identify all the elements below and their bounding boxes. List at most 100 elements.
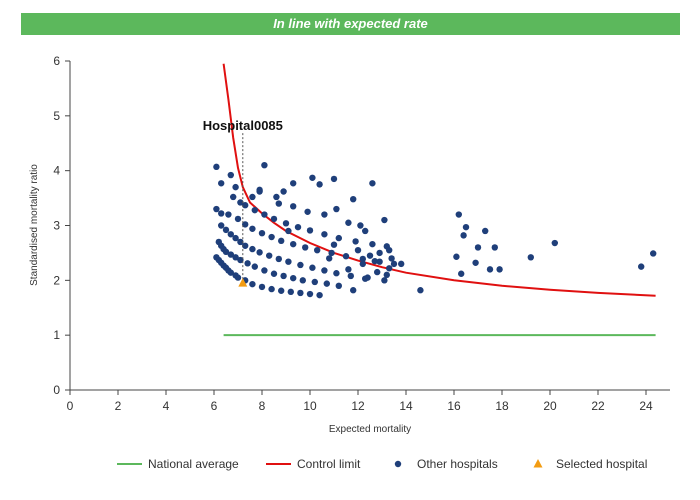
other-hospital-point — [230, 193, 237, 201]
other-hospital-point — [302, 244, 309, 251]
other-hospital-point — [237, 238, 244, 246]
other-hospital-point — [650, 250, 657, 257]
other-hospital-point — [386, 246, 393, 254]
other-hospital-point — [453, 253, 460, 260]
legend-swatch-selected-hospital — [533, 459, 543, 468]
other-hospital-point — [218, 222, 225, 229]
other-hospital-point — [290, 240, 297, 248]
other-hospital-point — [527, 254, 534, 261]
other-hospital-point — [222, 226, 230, 234]
other-hospital-point — [299, 277, 306, 284]
other-hospital-point — [280, 188, 287, 195]
other-hospital-point — [270, 215, 278, 223]
other-hospital-point — [386, 265, 393, 272]
other-hospital-point — [333, 205, 340, 213]
other-hospital-point — [227, 171, 234, 179]
other-hospital-point — [258, 229, 266, 237]
other-hospital-point — [369, 180, 376, 187]
x-tick-label: 12 — [351, 399, 365, 413]
other-hospital-point — [496, 266, 503, 273]
other-hospital-point — [232, 254, 239, 261]
other-hospital-point — [273, 193, 280, 201]
other-hospital-point — [251, 206, 258, 214]
y-tick-label: 0 — [53, 383, 60, 397]
other-hospital-point — [455, 211, 462, 218]
other-hospital-point — [251, 263, 258, 270]
other-hospital-point — [242, 242, 249, 249]
other-hospital-point — [321, 211, 328, 218]
other-hospital-point — [213, 163, 220, 171]
other-hospital-point — [383, 271, 390, 279]
other-hospital-point — [486, 266, 494, 273]
other-hospital-point — [294, 223, 302, 231]
other-hospital-point — [311, 278, 318, 286]
other-hospital-point — [287, 288, 294, 296]
other-hospital-point — [330, 241, 338, 248]
x-tick-label: 20 — [543, 399, 557, 413]
other-hospital-point — [352, 238, 359, 245]
other-hospital-point — [227, 269, 234, 276]
other-hospital-point — [249, 245, 256, 253]
x-tick-label: 16 — [447, 399, 461, 413]
other-hospital-point — [345, 219, 352, 226]
control-limit-line — [222, 63, 656, 297]
other-hospital-point — [330, 175, 338, 183]
other-hospital-point — [242, 221, 249, 228]
other-hospital-point — [371, 257, 378, 265]
other-hospital-point — [347, 272, 354, 280]
other-hospital-point — [261, 267, 268, 274]
other-hospital-point — [275, 200, 282, 207]
other-hospital-point — [306, 227, 314, 234]
other-hospital-point — [482, 227, 489, 235]
other-hospital-point — [249, 280, 256, 288]
status-banner: In line with expected rate — [21, 13, 680, 35]
other-hospital-point — [297, 261, 304, 269]
other-hospital-point — [474, 244, 482, 251]
other-hospital-point — [354, 246, 362, 254]
other-hospital-point — [314, 246, 321, 254]
other-hospital-point — [374, 268, 381, 276]
other-hospital-point — [258, 283, 266, 291]
other-hospital-point — [350, 287, 357, 294]
other-hospital-point — [309, 264, 316, 271]
other-hospital-point — [278, 287, 285, 294]
x-tick-label: 8 — [259, 399, 266, 413]
other-hospital-point — [270, 270, 278, 277]
other-hospital-point — [280, 272, 287, 280]
selected-hospital-label: Hospital0085 — [203, 118, 283, 133]
other-hospital-point — [222, 248, 230, 256]
other-hospital-point — [342, 253, 350, 260]
y-tick-label: 2 — [53, 273, 60, 287]
other-hospital-point — [225, 211, 232, 218]
other-hospital-point — [350, 195, 357, 203]
other-hospital-point — [268, 233, 275, 241]
y-tick-label: 5 — [53, 109, 60, 123]
other-hospital-point — [472, 259, 479, 266]
other-hospital-point — [491, 244, 498, 251]
x-tick-label: 2 — [115, 399, 122, 413]
other-hospital-point — [460, 232, 467, 239]
other-hospital-point — [417, 287, 424, 294]
other-hospital-point — [309, 174, 316, 181]
x-tick-label: 10 — [303, 399, 317, 413]
other-hospital-point — [256, 188, 263, 195]
other-hospital-point — [213, 205, 220, 213]
other-hospital-point — [290, 274, 297, 282]
other-hospital-point — [398, 260, 405, 268]
other-hospital-point — [218, 180, 225, 187]
other-hospital-point — [462, 223, 470, 231]
other-hospital-point — [218, 210, 225, 217]
x-tick-label: 6 — [211, 399, 218, 413]
y-axis-label: Standardised mortality ratio — [29, 164, 40, 286]
x-tick-label: 18 — [495, 399, 509, 413]
status-banner-text: In line with expected rate — [273, 16, 428, 31]
other-hospital-point — [297, 289, 304, 297]
x-tick-label: 22 — [591, 399, 605, 413]
other-hospital-point — [244, 260, 251, 267]
other-hospital-point — [278, 237, 285, 245]
other-hospital-point — [362, 227, 369, 235]
other-hospital-point — [234, 274, 242, 281]
other-hospital-point — [376, 258, 383, 265]
